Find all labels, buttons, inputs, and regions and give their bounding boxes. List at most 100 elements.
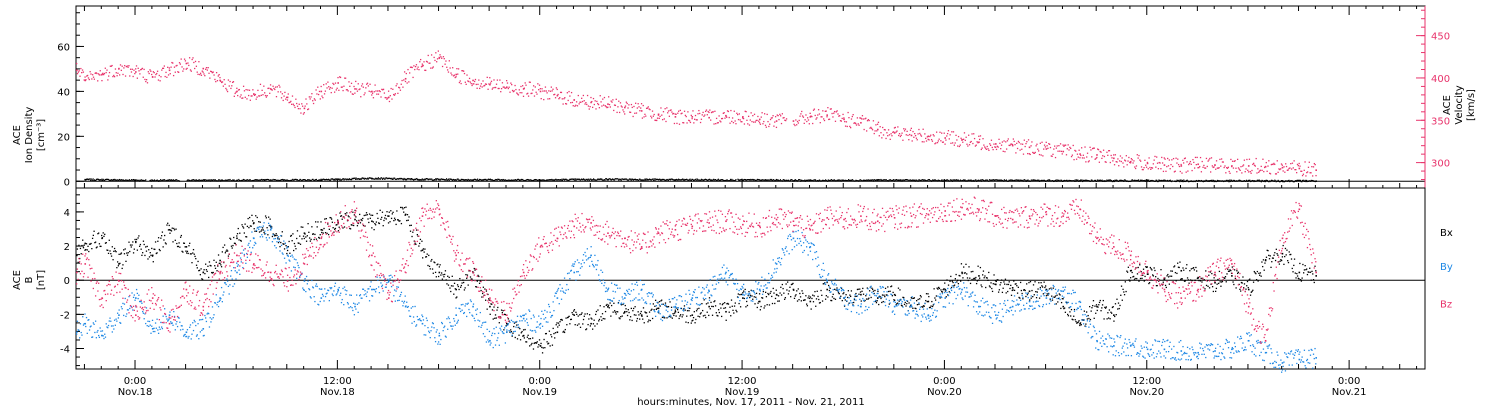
data-point [89,178,91,180]
data-point [241,179,243,181]
data-point [332,227,334,229]
data-point [747,294,749,297]
data-point [934,179,937,181]
data-point [572,178,574,181]
data-point [587,323,589,326]
data-point [835,289,837,291]
data-point [152,261,154,263]
data-point [222,85,225,87]
data-point [541,179,543,181]
data-point [653,309,655,311]
data-point [236,87,238,89]
data-point [249,179,251,181]
data-point [661,179,663,181]
data-point [1169,179,1171,181]
data-point [884,180,886,182]
data-point [79,257,81,260]
data-point [682,178,684,180]
data-point [1216,167,1219,169]
data-point [618,111,621,114]
data-point [1166,275,1168,277]
data-point [912,307,914,309]
data-point [82,71,85,73]
data-point [221,251,223,253]
data-point [821,294,823,296]
data-point [1022,298,1024,300]
data-point [296,102,298,105]
data-point [423,61,425,63]
data-point [754,179,757,181]
data-point [1268,180,1271,182]
data-point [234,180,236,182]
data-point [1196,156,1198,159]
data-point [516,338,519,340]
data-point [780,122,783,125]
data-point [946,279,948,281]
data-point [1149,180,1151,182]
data-point [687,321,689,324]
data-point [819,122,821,124]
data-point [483,178,485,181]
data-point [878,295,881,297]
data-point [727,303,730,305]
data-point [603,96,606,99]
data-point [447,178,450,180]
data-point [162,179,164,181]
data-point [1134,167,1137,170]
data-point [901,179,903,181]
data-point [1274,173,1277,175]
data-point [591,318,593,320]
data-point [505,87,507,89]
data-point [709,179,711,182]
data-point [955,134,957,137]
data-point [630,307,632,310]
data-point [1034,179,1036,181]
data-point [1190,268,1192,270]
data-point [612,99,614,101]
data-point [721,179,723,181]
data-point [1102,180,1104,183]
data-point [740,293,743,296]
data-point [705,303,708,305]
data-point [1313,180,1315,182]
data-point [552,179,554,182]
data-point [633,105,635,108]
data-point [661,299,663,301]
data-point [560,91,563,94]
data-point [1276,180,1278,182]
data-point [1167,179,1169,182]
data-point [1206,180,1208,182]
sample-point [354,88,356,90]
data-point [588,318,590,320]
data-point [324,231,327,234]
data-point [492,87,494,89]
data-point [782,179,784,181]
data-point [1295,180,1297,182]
data-point [555,178,557,180]
data-point [793,297,796,300]
data-point [1235,287,1237,289]
data-point [792,180,794,182]
data-point [637,179,639,181]
data-point [773,180,775,182]
data-point [613,310,616,312]
data-point [274,88,276,91]
data-point [988,285,991,287]
data-point [1216,179,1219,182]
data-point [459,286,462,288]
data-point [418,178,420,181]
data-point [357,222,359,225]
data-point [207,180,209,182]
data-point [557,93,559,96]
data-point [765,179,767,181]
data-point [1106,151,1108,153]
data-point [695,178,697,180]
data-point [1059,180,1061,182]
data-point [880,132,882,134]
data-point [276,86,278,88]
data-point [382,178,384,180]
data-point [827,180,829,182]
data-point [322,232,324,234]
data-point [985,277,988,279]
data-point [136,77,139,79]
